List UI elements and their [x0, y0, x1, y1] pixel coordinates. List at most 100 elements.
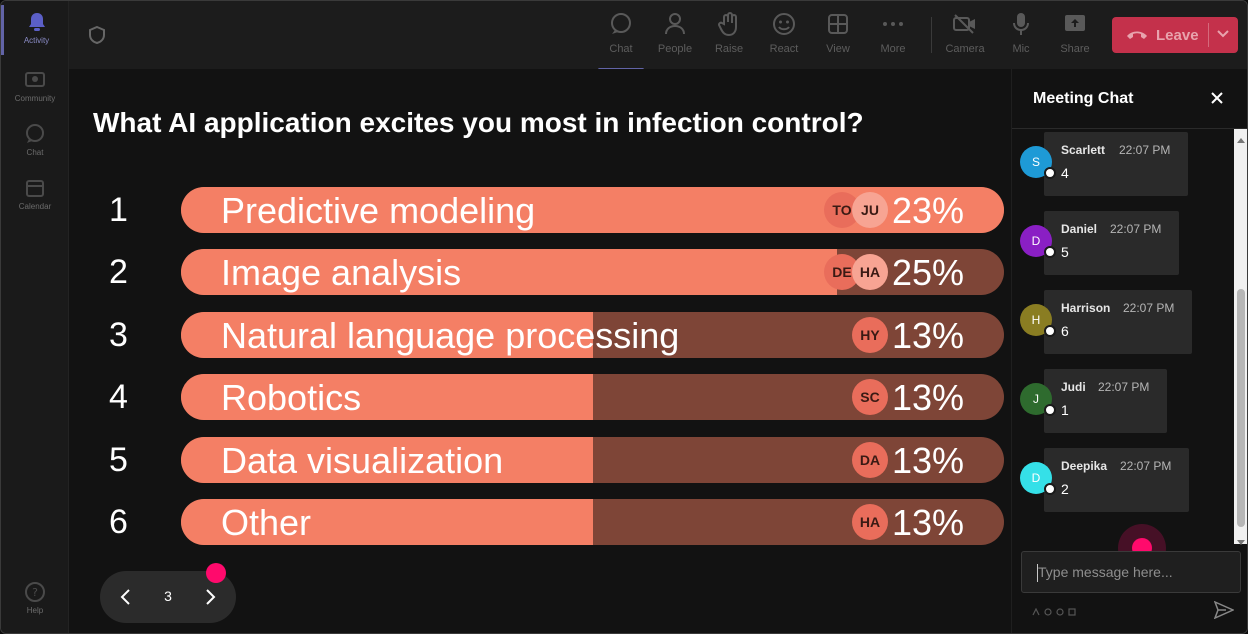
share-screen-icon [1062, 11, 1088, 37]
rail-item-chat[interactable]: Chat [1, 117, 69, 167]
meeting-toolbar: Chat People Raise React View [69, 1, 1247, 71]
shield-icon[interactable] [87, 25, 107, 45]
chat-header: Meeting Chat [1012, 69, 1247, 129]
rail-item-help[interactable]: ? Help [1, 575, 69, 625]
rail-item-calendar[interactable]: Calendar [1, 171, 69, 221]
message-text: 1 [1061, 402, 1069, 418]
leave-button[interactable]: Leave [1112, 17, 1238, 53]
toolbar-label: People [657, 43, 693, 55]
toolbar-more-button[interactable]: More [866, 11, 920, 63]
option-label: Image analysis [221, 252, 462, 293]
rail-item-community[interactable]: Community [1, 63, 69, 113]
option-number: 5 [109, 441, 128, 479]
page-number: 3 [164, 588, 172, 604]
poll-stage: What AI application excites you most in … [69, 69, 1011, 633]
option-number: 3 [109, 316, 128, 354]
rail-item-activity[interactable]: Activity [1, 5, 69, 55]
toolbar-chat-button[interactable]: Chat [594, 11, 648, 71]
voter-avatar: HY [852, 317, 888, 353]
message-time: 22:07 PM [1110, 222, 1162, 236]
option-bar-fill [181, 437, 593, 483]
option-bar-fill [181, 499, 593, 545]
presence-status-icon [1044, 483, 1056, 495]
emoji-icon[interactable] [1056, 603, 1064, 616]
toolbar-people-button[interactable]: People [648, 11, 702, 63]
toolbar-camera-button[interactable]: Camera [938, 11, 992, 63]
chat-scrollbar[interactable] [1234, 129, 1247, 545]
camera-off-icon [952, 11, 978, 37]
poll-option: 4 Robotics SC 13% [69, 374, 1011, 420]
message-time: 22:07 PM [1098, 380, 1150, 394]
message-text: 4 [1061, 165, 1069, 181]
format-icon[interactable] [1032, 603, 1040, 616]
toolbar-share-button[interactable]: Share [1048, 11, 1102, 63]
leave-label: Leave [1156, 26, 1199, 44]
chat-message: S Scarlett 22:07 PM 4 [1012, 132, 1232, 196]
presence-status-icon [1044, 404, 1056, 416]
message-time: 22:07 PM [1123, 301, 1175, 315]
voter-avatar: HA [852, 504, 888, 540]
message-bubble [1044, 290, 1192, 354]
toolbar-label: More [880, 43, 906, 55]
toolbar-view-button[interactable]: View [811, 11, 865, 63]
voter-avatar: HA [852, 254, 888, 290]
close-icon[interactable] [1210, 91, 1226, 107]
option-number: 1 [109, 191, 128, 229]
message-time: 22:07 PM [1119, 143, 1171, 157]
toolbar-mic-button[interactable]: Mic [994, 11, 1048, 63]
poll-option: 3 Natural language processing HY 13% [69, 312, 1011, 358]
avatar: J [1020, 383, 1052, 415]
chat-icon [24, 123, 46, 145]
presence-status-icon [1044, 246, 1056, 258]
rail-label: Activity [23, 36, 50, 45]
toolbar-react-button[interactable]: React [757, 11, 811, 63]
scroll-down-arrow-icon[interactable] [1237, 533, 1245, 545]
pager: 3 [100, 563, 236, 623]
toolbar-label: Share [1060, 43, 1090, 55]
chevron-left-icon[interactable] [116, 587, 136, 607]
toolbar-label: Chat [609, 43, 633, 55]
option-bar: Predictive modeling TO JU 23% [181, 187, 1004, 233]
message-text: 2 [1061, 481, 1069, 497]
poll-option: 2 Image analysis DE HA 25% [69, 249, 1011, 295]
rail-label: Help [26, 606, 44, 615]
message-bubble [1044, 448, 1189, 512]
person-icon [662, 11, 688, 37]
chat-title: Meeting Chat [1033, 90, 1134, 107]
chevron-down-icon[interactable] [1216, 27, 1230, 41]
chat-message-input[interactable]: Type message here... [1021, 551, 1241, 593]
toolbar-label: Camera [945, 43, 985, 55]
scroll-up-arrow-icon[interactable] [1237, 132, 1245, 143]
smiley-icon [771, 11, 797, 37]
gif-icon[interactable] [1068, 603, 1076, 616]
voter-avatar: DA [852, 442, 888, 478]
chevron-right-icon[interactable] [200, 587, 220, 607]
message-sender: Harrison [1061, 301, 1111, 315]
scrollbar-thumb[interactable] [1237, 289, 1245, 527]
rail-label: Chat [26, 148, 44, 157]
message-bubble [1044, 369, 1167, 433]
chat-message: H Harrison 22:07 PM 6 [1012, 290, 1232, 354]
attach-icon[interactable] [1044, 603, 1052, 616]
community-icon [24, 69, 46, 91]
poll-option: 5 Data visualization DA 13% [69, 437, 1011, 483]
message-sender: Daniel [1061, 222, 1098, 236]
poll-question: What AI application excites you most in … [93, 107, 864, 138]
leave-divider [1208, 23, 1209, 47]
option-percentage: 23% [891, 190, 964, 231]
option-bar: Other HA 13% [181, 499, 1004, 545]
option-label: Data visualization [221, 440, 504, 481]
option-bar: Natural language processing HY 13% [181, 312, 1004, 358]
toolbar-divider [931, 17, 932, 53]
left-rail: Activity Community Chat Calendar ? Help [1, 1, 69, 633]
presence-status-icon [1044, 325, 1056, 337]
toolbar-raise-button[interactable]: Raise [702, 11, 756, 63]
send-icon[interactable] [1213, 600, 1235, 620]
bell-icon [26, 11, 48, 33]
message-text: 5 [1061, 244, 1069, 260]
option-percentage: 13% [891, 315, 964, 356]
message-time: 22:07 PM [1120, 459, 1172, 473]
message-sender: Judi [1061, 380, 1086, 394]
chat-tools [1032, 603, 1092, 616]
option-label: Robotics [221, 377, 362, 418]
